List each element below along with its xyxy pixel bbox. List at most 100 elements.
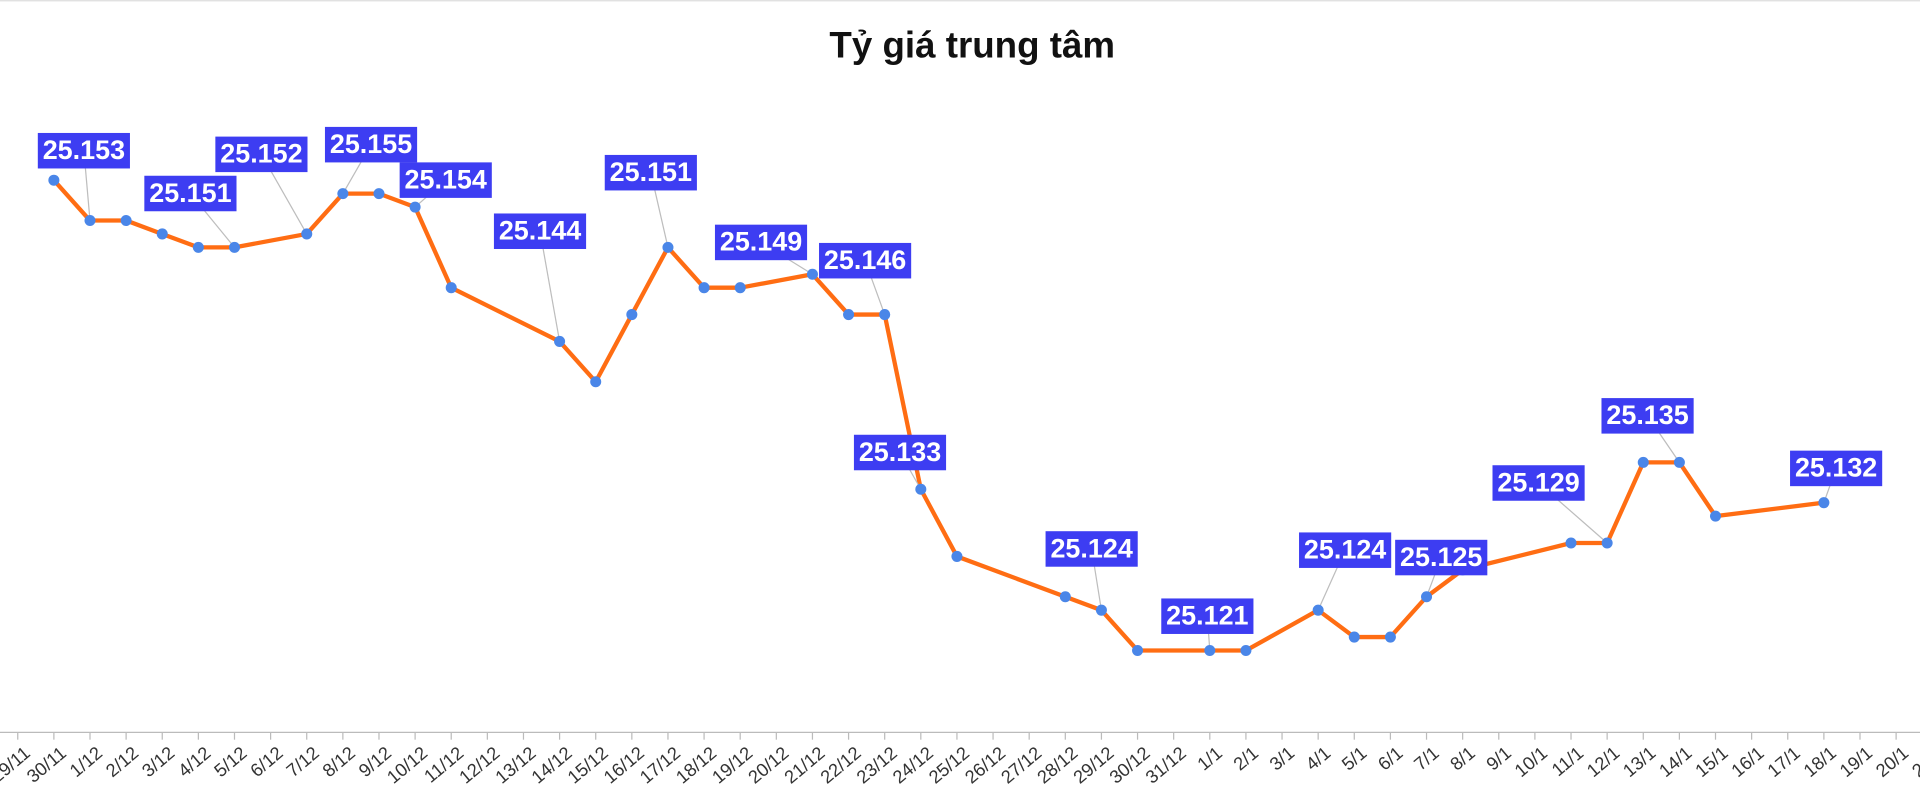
x-tick-label: 9/1: [1482, 742, 1515, 774]
value-label: 25.151: [149, 178, 231, 208]
x-tick-label: 21/1: [1908, 742, 1920, 781]
data-point: [1818, 497, 1830, 509]
data-point: [915, 483, 927, 495]
data-point: [445, 282, 457, 294]
x-tick-label: 13/1: [1619, 742, 1660, 781]
line-segment: [557, 339, 598, 384]
data-point: [1095, 604, 1107, 616]
x-tick-label: 12/12: [455, 742, 504, 788]
data-point: [879, 309, 891, 321]
line-segment: [810, 272, 851, 317]
x-tick-label: 25/12: [924, 742, 973, 788]
line-segment: [304, 191, 346, 237]
data-point: [409, 201, 421, 213]
x-tick-label: 8/1: [1446, 742, 1479, 774]
line-segment: [232, 231, 309, 250]
value-label-box: [1492, 465, 1585, 501]
x-tick-label: 2/12: [101, 742, 142, 781]
x-tick-label: 15/12: [563, 742, 612, 788]
x-tick-label: 11/12: [420, 742, 468, 787]
x-tick-label: 16/1: [1727, 742, 1768, 781]
line-segment: [629, 245, 671, 317]
x-tick-label: 31/12: [1141, 742, 1190, 788]
x-tick-label: 10/12: [383, 742, 432, 788]
data-point: [1059, 591, 1071, 603]
data-point: [156, 228, 168, 240]
x-tick-label: 29/12: [1069, 742, 1118, 788]
value-label: 25.132: [1795, 453, 1877, 483]
data-point: [1132, 644, 1144, 657]
data-point: [1710, 510, 1722, 522]
line-segment: [1388, 594, 1429, 640]
data-point: [1637, 456, 1649, 468]
value-label: 25.153: [43, 135, 125, 165]
line-segment: [412, 204, 454, 290]
x-tick-label: 27/12: [997, 742, 1046, 788]
x-tick-label: 13/12: [491, 742, 540, 788]
x-tick-label: 21/12: [780, 742, 829, 788]
data-point: [590, 376, 602, 388]
value-label: 25.135: [1606, 400, 1688, 430]
x-tick-label: 1/12: [65, 742, 106, 781]
x-tick-label: 15/1: [1691, 742, 1732, 781]
data-point: [1312, 604, 1324, 616]
x-tick-label: 19/12: [708, 742, 757, 788]
line-segment: [1713, 500, 1827, 519]
x-tick-label: 6/12: [246, 742, 287, 781]
x-tick-label: 5/12: [210, 742, 251, 781]
data-point: [120, 214, 132, 227]
data-point: [48, 174, 60, 186]
data-point: [1673, 456, 1685, 468]
value-label-box: [493, 213, 587, 249]
value-label-box: [1790, 450, 1883, 487]
line-segment: [593, 312, 634, 384]
x-tick-label: 11/1: [1547, 742, 1587, 780]
leaders: [83, 144, 1837, 651]
data-point: [192, 241, 204, 253]
x-tick-label: 3/12: [138, 742, 179, 781]
value-label: 25.124: [1050, 533, 1132, 563]
line-segment: [1605, 460, 1646, 546]
value-label-box: [215, 136, 308, 173]
value-label-box: [1299, 532, 1392, 568]
x-tick-label: 14/1: [1655, 742, 1696, 781]
value-label: 25.146: [824, 245, 906, 275]
value-label: 25.154: [405, 164, 487, 194]
value-label-box: [604, 154, 697, 191]
data-point: [662, 241, 674, 253]
x-tick-label: 22/12: [816, 742, 865, 788]
value-label-box: [1395, 539, 1488, 576]
line-segment: [1677, 460, 1718, 519]
value-label-box: [714, 224, 808, 261]
x-tick-label: 17/12: [635, 742, 684, 788]
line-segment: [376, 191, 418, 210]
data-point: [1601, 537, 1613, 549]
x-tick-label: 24/12: [888, 742, 937, 788]
line-segment: [1316, 608, 1357, 640]
x-tick-label: 4/1: [1301, 742, 1334, 774]
data-point: [1240, 644, 1252, 657]
value-label-box: [324, 126, 418, 163]
x-tick-label: 7/1: [1410, 742, 1443, 774]
data-point: [554, 335, 566, 347]
value-label: 25.124: [1304, 535, 1386, 565]
x-tick-label: 18/12: [672, 742, 721, 788]
x-tick-label: 4/12: [174, 742, 215, 781]
x-tick-label: 20/12: [744, 742, 793, 788]
x-tick-label: 19/1: [1835, 742, 1876, 781]
value-label: 25.125: [1400, 542, 1482, 572]
data-point: [698, 282, 710, 294]
data-point: [1565, 537, 1577, 549]
value-label: 25.152: [220, 139, 302, 169]
value-label-box: [1161, 598, 1254, 634]
value-label: 25.121: [1166, 601, 1248, 631]
line-segment: [1243, 608, 1321, 653]
data-point: [84, 214, 96, 227]
x-tick-label: 23/12: [852, 742, 901, 788]
x-tick-label: 5/1: [1337, 742, 1370, 774]
x-tick-label: 20/1: [1871, 742, 1912, 781]
x-tick-label: 30/12: [1105, 742, 1154, 788]
x-tick-label: 17/1: [1763, 742, 1804, 781]
line-segment: [1063, 594, 1104, 613]
